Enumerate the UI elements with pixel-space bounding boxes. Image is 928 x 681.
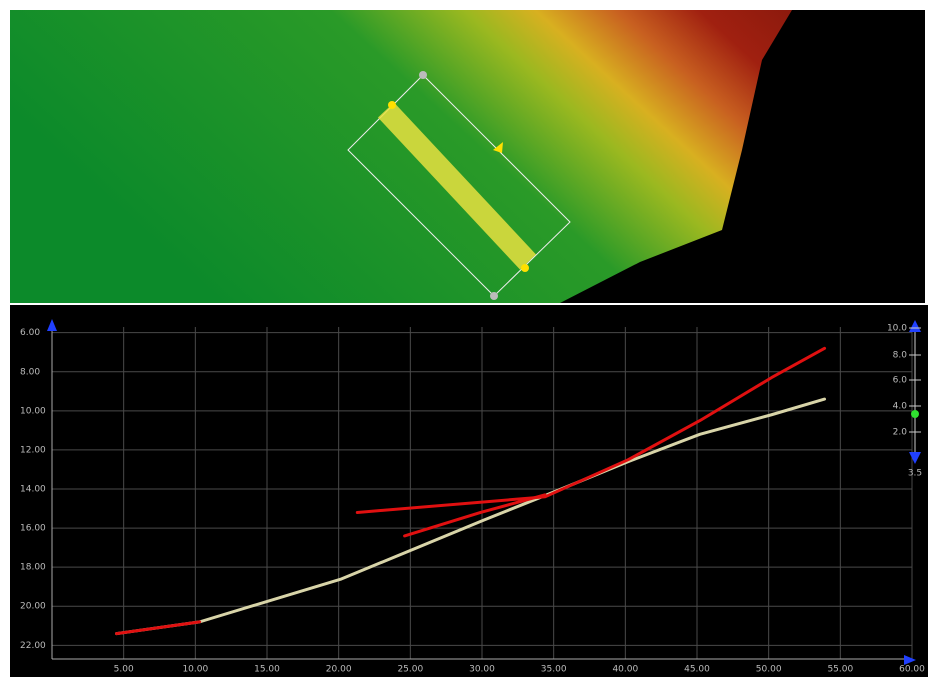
profile-panel: [10, 305, 928, 677]
x-tick-label: 35.00: [541, 665, 567, 675]
slider-label: 10.0: [887, 324, 907, 334]
x-tick-label: 50.00: [756, 665, 782, 675]
slider-label: 4.0: [893, 402, 908, 412]
x-tick-label: 55.00: [827, 665, 853, 675]
app: 6.00 8.00 10.00 12.00 14.00 16.00 18.00 20.00 22…: [0, 0, 928, 677]
y-tick-label: 10.00: [20, 406, 46, 416]
slider-label: 8.0: [893, 351, 908, 361]
handle[interactable]: [490, 292, 498, 300]
y-tick-label: 8.00: [20, 367, 40, 377]
map-view[interactable]: [10, 10, 925, 303]
x-tick-label: 20.00: [326, 665, 352, 675]
slider-value: 3.5: [908, 469, 922, 479]
x-tick-label: 25.00: [397, 665, 423, 675]
handle[interactable]: [521, 264, 529, 272]
y-tick-label: 12.00: [20, 445, 46, 455]
x-tick-label: 40.00: [612, 665, 638, 675]
x-tick-label: 45.00: [684, 665, 710, 675]
slider-label: 2.0: [893, 428, 908, 438]
slider-thumb[interactable]: [911, 410, 919, 418]
x-tick-label: 10.00: [182, 665, 208, 675]
x-tick-label: 30.00: [469, 665, 495, 675]
y-tick-label: 6.00: [20, 328, 40, 338]
y-tick-label: 18.00: [20, 563, 46, 573]
y-tick-label: 16.00: [20, 524, 46, 534]
x-tick-label: 5.00: [114, 665, 134, 675]
handle[interactable]: [388, 101, 396, 109]
x-tick-label: 60.00: [899, 665, 925, 675]
x-tick-label: 15.00: [254, 665, 280, 675]
y-tick-label: 14.00: [20, 485, 46, 495]
handle[interactable]: [419, 71, 427, 79]
y-tick-label: 22.00: [20, 641, 46, 651]
slider-label: 6.0: [893, 376, 908, 386]
y-tick-label: 20.00: [20, 602, 46, 612]
